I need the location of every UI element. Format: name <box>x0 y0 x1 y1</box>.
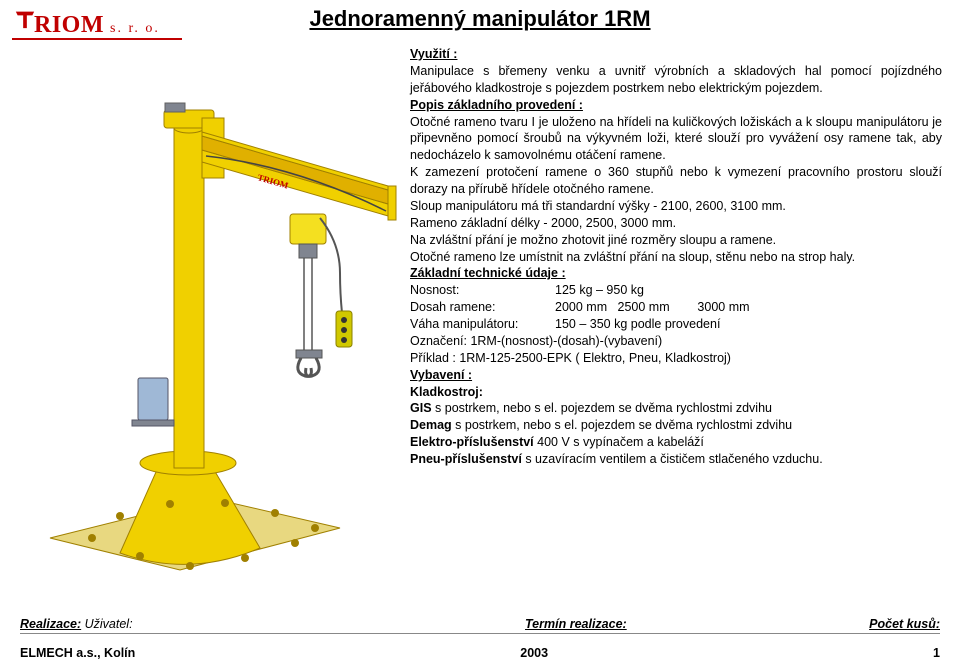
footer-pocet: Počet kusů: <box>869 617 940 631</box>
footer-company: ELMECH a.s., Kolín <box>20 646 135 660</box>
use-heading: Využití : <box>410 46 942 63</box>
desc-p6: Otočné rameno lze umístnit na zvláštní p… <box>410 249 942 266</box>
desc-p1: Otočné rameno tvaru I je uloženo na hříd… <box>410 114 942 165</box>
tech-vaha: Váha manipulátoru: 150 – 350 kg podle pr… <box>410 316 942 333</box>
footer-termin: Termín realizace: <box>525 617 627 631</box>
tech-vaha-value: 150 – 350 kg podle provedení <box>555 316 942 333</box>
equip-4a: Pneu-příslušenství <box>410 452 522 466</box>
equip-1a: GIS <box>410 401 432 415</box>
equip-heading: Vybavení : <box>410 367 942 384</box>
text-column: Využití : Manipulace s břemeny venku a u… <box>410 46 942 468</box>
page-title: Jednoramenný manipulátor 1RM <box>0 6 960 32</box>
equip-3: Elektro-příslušenství 400 V s vypínačem … <box>410 434 942 451</box>
equip-2: Demag s postrkem, nebo s el. pojezdem se… <box>410 417 942 434</box>
desc-p3: Sloup manipulátoru má tři standardní výš… <box>410 198 942 215</box>
tech-vaha-label: Váha manipulátoru: <box>410 316 555 333</box>
equip-1b: s postrkem, nebo s el. pojezdem se dvěma… <box>432 401 772 415</box>
use-text: Manipulace s břemeny venku a uvnitř výro… <box>410 63 942 97</box>
desc-p5: Na zvláštní přání je možno zhotovit jiné… <box>410 232 942 249</box>
tech-dosah-value: 2000 mm 2500 mm 3000 mm <box>555 299 942 316</box>
tech-dosah: Dosah ramene: 2000 mm 2500 mm 3000 mm <box>410 299 942 316</box>
equip-3a: Elektro-příslušenství <box>410 435 534 449</box>
tech-priklad: Příklad : 1RM-125-2500-EPK ( Elektro, Pn… <box>410 350 942 367</box>
footer-row-2: ELMECH a.s., Kolín 2003 1 <box>20 646 940 660</box>
desc-p2: K zamezení protočení ramene o 360 stupňů… <box>410 164 942 198</box>
equip-4: Pneu-příslušenství s uzavíracím ventilem… <box>410 451 942 468</box>
desc-heading: Popis základního provedení : <box>410 97 942 114</box>
equip-2a: Demag <box>410 418 452 432</box>
footer-uzivatel: Uživatel: <box>81 617 132 631</box>
equip-2b: s postrkem, nebo s el. pojezdem se dvěma… <box>452 418 792 432</box>
tech-heading: Základní technické údaje : <box>410 265 942 282</box>
equip-sub: Kladkostroj: <box>410 384 942 401</box>
footer-year: 2003 <box>520 646 548 660</box>
tech-nosnost-label: Nosnost: <box>410 282 555 299</box>
desc-p4: Rameno základní délky - 2000, 2500, 3000… <box>410 215 942 232</box>
equip-4b: s uzavíracím ventilem a čističem stlačen… <box>522 452 823 466</box>
crane-illustration: TRIOM <box>20 58 400 583</box>
logo-underline <box>12 38 182 40</box>
tech-nosnost-value: 125 kg – 950 kg <box>555 282 942 299</box>
footer-realizace-label: Realizace: <box>20 617 81 631</box>
footer-realizace: Realizace: Uživatel: <box>20 617 133 631</box>
footer-page: 1 <box>933 646 940 660</box>
footer-row-1: Realizace: Uživatel: Termín realizace: P… <box>20 617 940 634</box>
equip-1: GIS s postrkem, nebo s el. pojezdem se d… <box>410 400 942 417</box>
tech-dosah-label: Dosah ramene: <box>410 299 555 316</box>
equip-3b: 400 V s vypínačem a kabeláží <box>534 435 704 449</box>
tech-oznac: Označení: 1RM-(nosnost)-(dosah)-(vybaven… <box>410 333 942 350</box>
tech-nosnost: Nosnost: 125 kg – 950 kg <box>410 282 942 299</box>
